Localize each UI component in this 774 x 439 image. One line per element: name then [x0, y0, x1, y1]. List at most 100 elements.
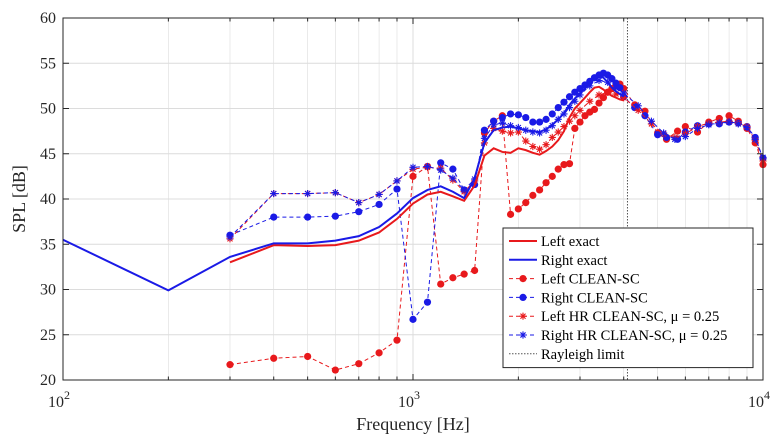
data-point: [586, 97, 594, 105]
data-point: [409, 172, 417, 180]
data-point: [536, 118, 544, 126]
data-point: [460, 186, 468, 194]
data-point: [554, 165, 562, 173]
data-point: [576, 91, 584, 99]
legend-entry: Left CLEAN-SC: [509, 272, 640, 288]
data-point: [595, 99, 603, 107]
y-tick-label: 20: [40, 372, 56, 389]
data-point: [681, 132, 689, 141]
legend-label: Right CLEAN-SC: [541, 290, 648, 306]
data-point: [226, 233, 234, 241]
data-point: [554, 128, 562, 136]
data-point: [331, 189, 339, 197]
data-point: [612, 84, 620, 92]
y-tick-label: 45: [40, 146, 56, 163]
data-point: [375, 200, 383, 209]
y-tick-label: 35: [40, 236, 56, 253]
data-point: [375, 190, 383, 199]
data-point: [634, 102, 642, 110]
data-point: [536, 186, 544, 194]
data-point: [565, 93, 574, 101]
data-point: [522, 113, 530, 122]
data-point: [571, 97, 579, 105]
data-point: [725, 118, 733, 126]
data-point: [548, 172, 556, 180]
data-point: [560, 123, 568, 131]
data-point: [514, 128, 522, 136]
data-point: [304, 213, 312, 221]
legend-label: Right exact: [541, 253, 607, 269]
data-point: [536, 145, 544, 153]
data-point: [705, 121, 713, 129]
data-point: [681, 123, 689, 131]
legend-entry: Right HR CLEAN-SC, μ = 0.25: [509, 328, 727, 344]
legend-entry: Right CLEAN-SC: [509, 290, 648, 306]
data-point: [529, 118, 537, 126]
data-point: [522, 199, 530, 207]
data-point: [576, 106, 584, 114]
legend-label: Right HR CLEAN-SC, μ = 0.25: [541, 328, 727, 344]
legend-label: Left HR CLEAN-SC, μ = 0.25: [541, 309, 719, 325]
data-point: [620, 89, 628, 97]
data-point: [355, 199, 363, 207]
legend-entry: Right exact: [509, 253, 607, 269]
data-point: [375, 349, 383, 357]
data-point: [560, 98, 568, 106]
data-point: [506, 129, 515, 137]
y-axis-label: SPL [dB]: [9, 165, 29, 233]
data-point: [331, 366, 339, 374]
data-point: [355, 360, 363, 368]
data-point: [620, 94, 628, 102]
data-point: [270, 189, 278, 198]
data-point: [449, 174, 457, 182]
data-point: [460, 270, 468, 278]
data-point: [725, 112, 733, 120]
data-point: [571, 112, 579, 120]
plot-area: [62, 18, 767, 380]
data-point: [498, 113, 506, 122]
legend-label: Left CLEAN-SC: [541, 272, 640, 288]
series-line: [229, 79, 764, 238]
data-point: [554, 103, 562, 112]
data-point: [522, 137, 530, 145]
x-tick-exponent: 3: [414, 388, 420, 402]
data-point: [423, 298, 432, 306]
data-point: [437, 166, 445, 174]
y-tick-label: 30: [40, 282, 56, 299]
data-point: [529, 142, 537, 151]
data-point: [304, 352, 312, 361]
x-tick-label: 102: [48, 388, 70, 411]
y-tick-label: 60: [40, 10, 56, 27]
data-point: [449, 165, 457, 173]
data-point: [514, 205, 522, 213]
data-point: [571, 88, 579, 96]
data-point: [548, 110, 556, 118]
data-point: [565, 160, 574, 168]
y-tick-label: 55: [40, 55, 56, 72]
data-point: [480, 134, 489, 142]
series-line: [62, 74, 625, 292]
y-tick-label: 40: [40, 191, 56, 208]
data-point: [437, 280, 445, 288]
series-left-exact: [229, 85, 624, 264]
data-point: [331, 212, 339, 220]
legend-marker: [519, 331, 527, 339]
data-point: [548, 133, 556, 142]
data-point: [634, 106, 642, 114]
y-tick-label: 50: [40, 101, 56, 118]
data-point: [560, 161, 568, 169]
data-point: [449, 274, 457, 282]
data-point: [490, 121, 498, 129]
data-point: [647, 117, 656, 125]
data-point: [226, 361, 234, 369]
legend-entry: Rayleigh limit: [509, 347, 624, 363]
data-point: [654, 131, 662, 139]
data-point: [612, 90, 620, 98]
data-point: [751, 135, 759, 143]
data-point: [542, 179, 550, 187]
x-tick-label: 104: [748, 388, 770, 411]
legend: Left exact Right exact Left CLEAN-SC Right …: [502, 227, 754, 369]
data-point: [565, 117, 574, 125]
